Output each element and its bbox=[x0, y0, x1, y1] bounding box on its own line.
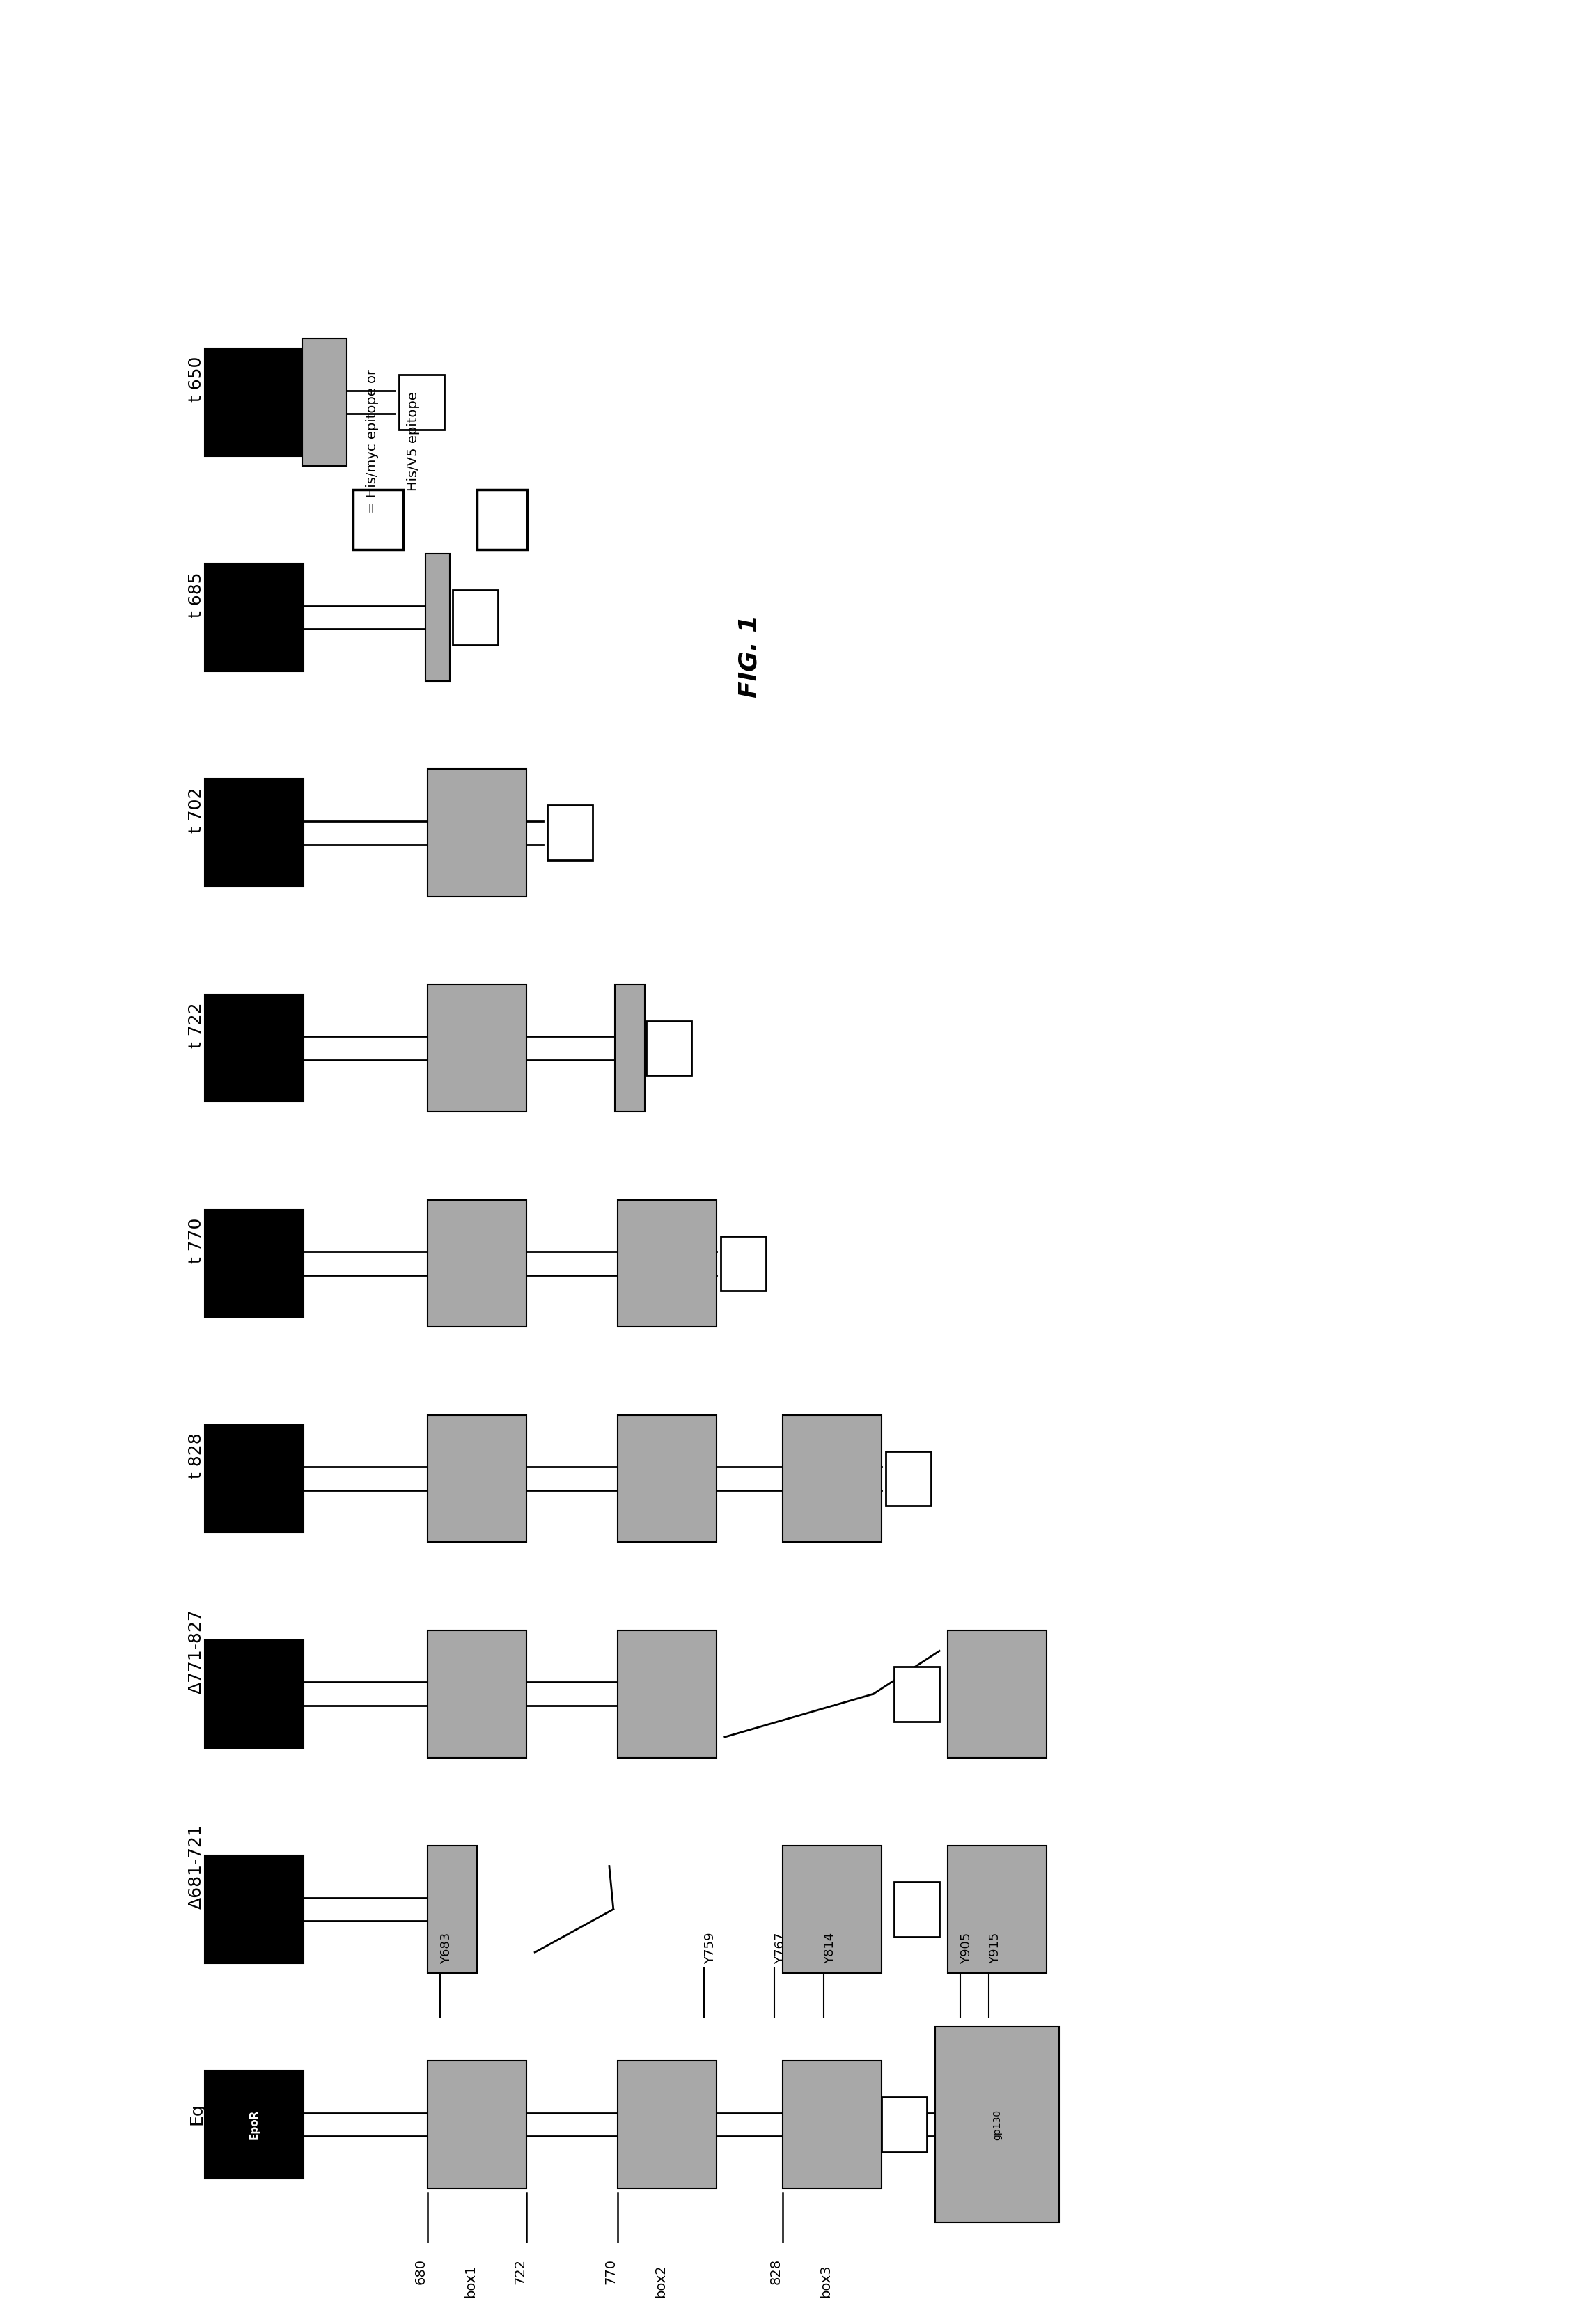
Bar bbox=[353, 488, 404, 549]
Bar bbox=[547, 806, 592, 861]
Bar bbox=[935, 2026, 1060, 2222]
Bar bbox=[428, 1845, 477, 1972]
Bar bbox=[425, 553, 450, 681]
Bar bbox=[646, 1021, 691, 1076]
Bar bbox=[452, 590, 498, 646]
Bar bbox=[204, 1639, 303, 1748]
Bar bbox=[428, 984, 527, 1111]
Text: box2: box2 bbox=[654, 2264, 667, 2299]
Bar bbox=[428, 1630, 527, 1757]
Bar bbox=[204, 1424, 303, 1533]
Bar bbox=[618, 1630, 717, 1757]
Text: Y915: Y915 bbox=[990, 1933, 1002, 1963]
Text: Δ681-721: Δ681-721 bbox=[188, 1824, 204, 1910]
Bar bbox=[399, 375, 444, 431]
Text: gp130: gp130 bbox=[993, 2109, 1002, 2139]
Text: t 702: t 702 bbox=[188, 787, 204, 833]
Bar bbox=[614, 984, 645, 1111]
Bar bbox=[948, 1630, 1047, 1757]
Text: Eg: Eg bbox=[188, 2102, 204, 2125]
Text: t 650: t 650 bbox=[188, 357, 204, 403]
Bar bbox=[618, 1414, 717, 1542]
Text: EpoR: EpoR bbox=[249, 2109, 260, 2139]
Bar bbox=[204, 563, 303, 671]
Bar bbox=[428, 2060, 527, 2188]
Text: box3: box3 bbox=[819, 2264, 832, 2299]
Text: Y814: Y814 bbox=[824, 1933, 836, 1963]
Text: 828: 828 bbox=[769, 2259, 782, 2285]
Text: 770: 770 bbox=[605, 2259, 618, 2285]
Text: t 828: t 828 bbox=[188, 1433, 204, 1479]
Text: t 770: t 770 bbox=[188, 1218, 204, 1264]
Bar bbox=[477, 488, 527, 549]
Text: Δ771-827: Δ771-827 bbox=[188, 1609, 204, 1695]
Bar bbox=[204, 1208, 303, 1317]
Bar bbox=[894, 1667, 940, 1722]
Bar bbox=[894, 1882, 940, 1938]
Text: 680: 680 bbox=[415, 2259, 428, 2285]
Bar bbox=[204, 2070, 303, 2178]
Bar bbox=[618, 2060, 717, 2188]
Text: FIG. 1: FIG. 1 bbox=[737, 616, 761, 699]
Bar bbox=[428, 1199, 527, 1326]
Bar bbox=[204, 1854, 303, 1963]
Text: His/V5 epitope: His/V5 epitope bbox=[407, 391, 420, 491]
Bar bbox=[204, 778, 303, 887]
Bar bbox=[618, 1199, 717, 1326]
Bar bbox=[782, 1414, 881, 1542]
Text: 722: 722 bbox=[514, 2259, 527, 2285]
Bar bbox=[881, 2097, 927, 2153]
Text: t 685: t 685 bbox=[188, 572, 204, 618]
Bar bbox=[782, 2060, 881, 2188]
Bar bbox=[428, 1414, 527, 1542]
Bar bbox=[886, 1452, 930, 1507]
Bar bbox=[782, 1845, 881, 1972]
Text: Y905: Y905 bbox=[961, 1933, 972, 1963]
Bar bbox=[204, 347, 303, 456]
Text: Y767: Y767 bbox=[774, 1933, 787, 1963]
Bar bbox=[428, 769, 527, 896]
Text: Y683: Y683 bbox=[440, 1933, 453, 1963]
Bar bbox=[721, 1236, 766, 1292]
Text: box1: box1 bbox=[464, 2264, 477, 2299]
Text: Y759: Y759 bbox=[704, 1933, 717, 1963]
Bar bbox=[204, 993, 303, 1102]
Text: t 722: t 722 bbox=[188, 1002, 204, 1049]
Bar bbox=[302, 338, 346, 465]
Bar bbox=[948, 1845, 1047, 1972]
Text: = His/myc epitope or: = His/myc epitope or bbox=[365, 368, 378, 514]
